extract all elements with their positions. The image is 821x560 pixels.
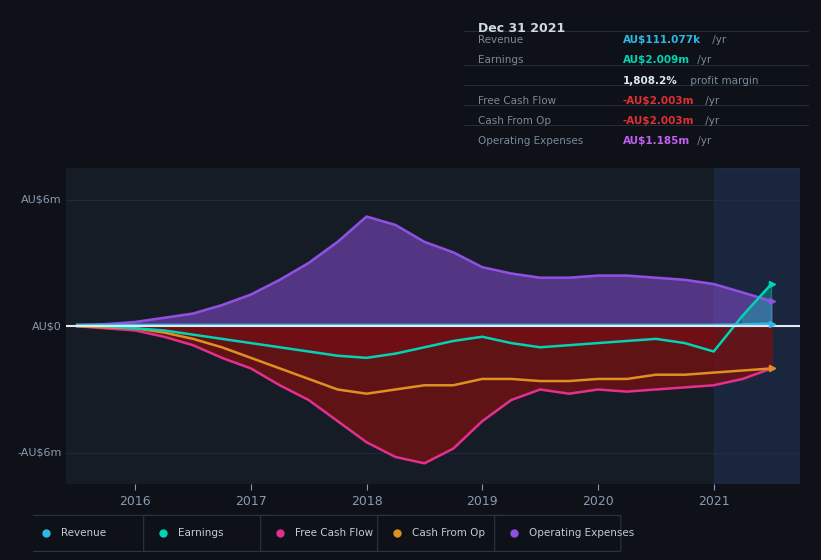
Text: /yr: /yr [695,136,712,146]
Text: AU$0: AU$0 [32,321,62,331]
Text: Operating Expenses: Operating Expenses [478,136,583,146]
Text: Free Cash Flow: Free Cash Flow [478,96,556,106]
Bar [713,168,800,484]
Text: Dec 31 2021: Dec 31 2021 [478,22,565,35]
Text: Revenue: Revenue [478,35,523,45]
FancyBboxPatch shape [26,515,153,552]
Text: Earnings: Earnings [478,55,523,65]
Text: profit margin: profit margin [686,76,758,86]
Text: /yr: /yr [702,96,719,106]
Text: AU$6m: AU$6m [21,195,62,204]
Text: -AU$2.003m: -AU$2.003m [622,115,694,125]
Text: AU$111.077k: AU$111.077k [622,35,700,45]
Text: /yr: /yr [695,55,712,65]
Text: 1,808.2%: 1,808.2% [622,76,677,86]
Text: AU$2.009m: AU$2.009m [622,55,690,65]
Text: Cash From Op: Cash From Op [478,115,551,125]
Text: /yr: /yr [709,35,727,45]
FancyBboxPatch shape [261,515,387,552]
Text: AU$1.185m: AU$1.185m [622,136,690,146]
Text: -AU$2.003m: -AU$2.003m [622,96,694,106]
Text: -AU$6m: -AU$6m [17,448,62,458]
FancyBboxPatch shape [144,515,270,552]
Text: Revenue: Revenue [61,529,106,538]
Text: /yr: /yr [702,115,719,125]
FancyBboxPatch shape [495,515,621,552]
Text: Operating Expenses: Operating Expenses [529,529,634,538]
Text: Cash From Op: Cash From Op [411,529,484,538]
FancyBboxPatch shape [378,515,504,552]
Text: Free Cash Flow: Free Cash Flow [295,529,373,538]
Text: Earnings: Earnings [177,529,223,538]
